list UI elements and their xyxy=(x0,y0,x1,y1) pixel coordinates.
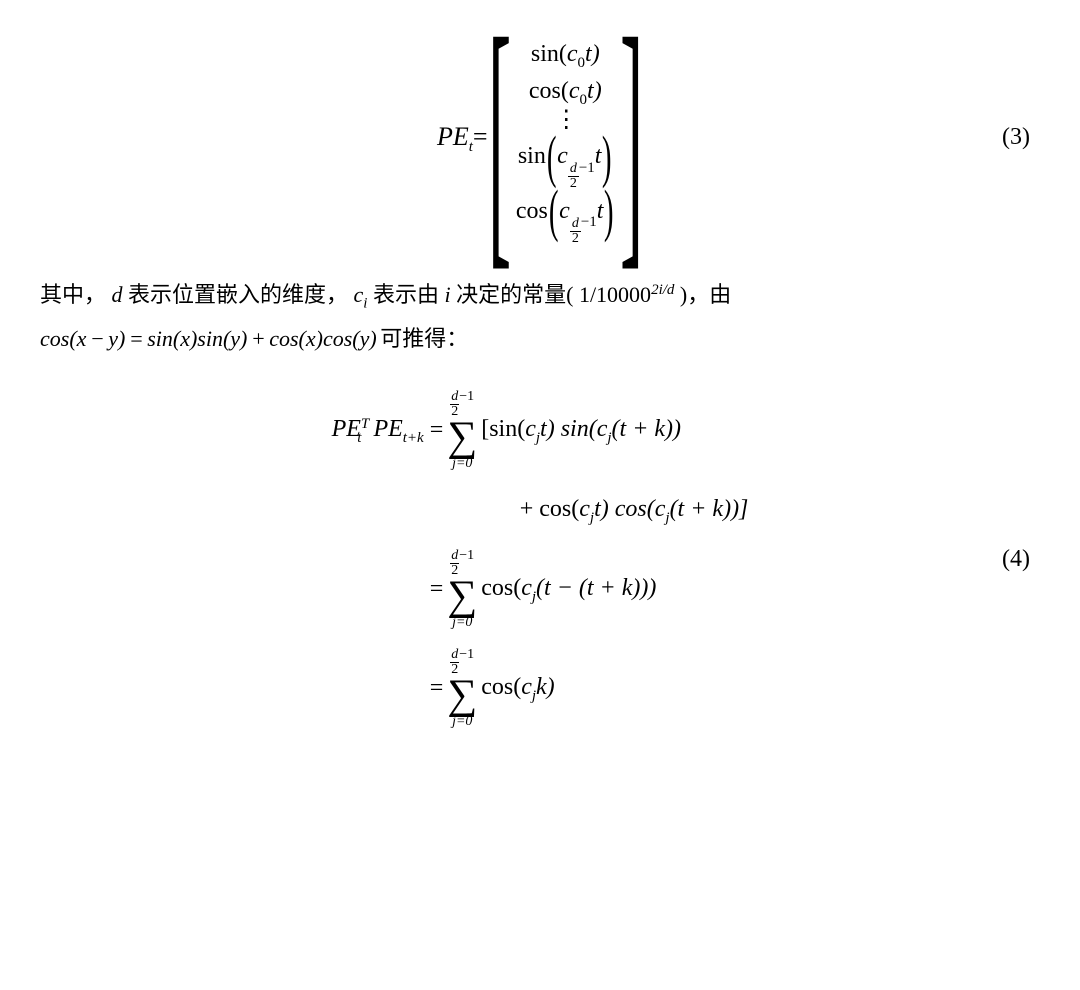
equation-4: PETtPEt+k = d2−1 ∑ j=0 [sin(cjt) sin(cj(… xyxy=(40,390,1040,729)
matrix-row-4: sin ( c d2 −1 t ) xyxy=(518,134,613,180)
left-bracket: [ xyxy=(488,32,511,242)
matrix-row-5: cos ( c d2 −1 t ) xyxy=(516,188,615,234)
equation-3: PEt = [ sin(c0t) cos(c0t) ⋮ sin ( xyxy=(40,30,1040,244)
eq3-content: PEt = [ sin(c0t) cos(c0t) ⋮ sin ( xyxy=(437,30,643,244)
pe-E: E xyxy=(453,122,469,151)
pe-sub: t xyxy=(469,139,473,155)
eq4-content: PETtPEt+k = d2−1 ∑ j=0 [sin(cjt) sin(cj(… xyxy=(332,390,749,729)
eq4-number: (4) xyxy=(1002,539,1030,580)
sum-symbol-2: d2−1 ∑ j=0 xyxy=(447,549,477,630)
sum-symbol-3: d2−1 ∑ j=0 xyxy=(447,648,477,729)
eq3-matrix: [ sin(c0t) cos(c0t) ⋮ sin ( c d xyxy=(488,30,643,244)
paragraph: 其中， d 表示位置嵌入的维度， ci 表示由 i 决定的常量( 1/10000… xyxy=(40,274,1040,360)
eq3-number: (3) xyxy=(1002,117,1030,158)
matrix-row-1: sin(c0t) xyxy=(531,40,600,69)
sum-symbol-1: d2−1 ∑ j=0 xyxy=(447,390,477,471)
pe-P: P xyxy=(437,122,453,151)
eq3-equals: = xyxy=(473,115,488,159)
matrix-vdots: ⋮ xyxy=(554,114,576,126)
trig-identity: cos(x − y) = sin(x)sin(y) + cos(x)cos(y) xyxy=(40,326,380,351)
matrix-row-2: cos(c0t) xyxy=(529,77,602,106)
right-bracket: ] xyxy=(620,32,643,242)
